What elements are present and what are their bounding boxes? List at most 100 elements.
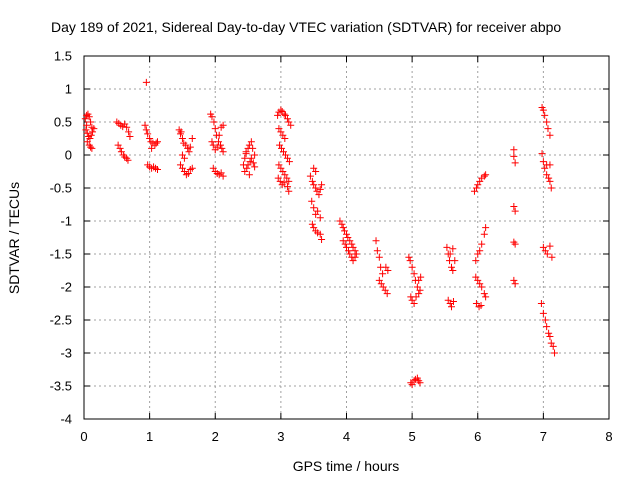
data-point xyxy=(476,247,484,255)
y-tick-label: -1 xyxy=(60,214,72,229)
data-point xyxy=(478,283,486,291)
data-point xyxy=(90,125,98,133)
data-point xyxy=(541,316,549,324)
data-point xyxy=(351,247,359,255)
axis-ticks xyxy=(83,55,610,420)
data-point xyxy=(352,250,360,258)
data-point xyxy=(344,247,352,255)
data-point xyxy=(312,184,320,192)
data-point xyxy=(178,135,186,142)
data-point xyxy=(449,267,457,274)
data-point xyxy=(511,207,519,215)
data-point xyxy=(412,293,420,301)
data-point xyxy=(510,276,518,284)
data-point xyxy=(541,111,549,119)
data-point xyxy=(184,169,192,177)
data-point xyxy=(249,144,257,152)
data-point xyxy=(316,230,324,238)
data-point xyxy=(511,159,519,167)
data-point xyxy=(539,106,547,114)
data-point xyxy=(318,181,326,189)
x-tick-label: 0 xyxy=(80,429,87,444)
data-point xyxy=(546,177,554,185)
data-point xyxy=(219,148,227,156)
data-point xyxy=(480,172,488,180)
data-point xyxy=(251,163,259,171)
data-point xyxy=(209,141,217,149)
data-point xyxy=(251,151,259,159)
y-tick-label: -2 xyxy=(60,280,72,295)
data-point xyxy=(379,270,387,278)
data-point xyxy=(406,257,414,265)
data-point xyxy=(186,143,194,151)
data-point xyxy=(177,128,185,136)
data-point xyxy=(538,150,546,158)
data-point xyxy=(539,158,547,166)
data-point xyxy=(543,118,551,126)
data-point xyxy=(446,250,454,258)
data-point xyxy=(146,135,154,142)
data-point xyxy=(511,240,519,248)
data-point xyxy=(544,125,552,133)
data-point xyxy=(351,253,359,261)
data-point xyxy=(443,243,451,251)
data-point xyxy=(219,172,227,180)
data-point xyxy=(280,110,288,118)
y-tick-label: 0.5 xyxy=(54,115,72,130)
data-point xyxy=(210,118,218,126)
data-point xyxy=(408,263,416,271)
data-point xyxy=(318,235,326,243)
data-point xyxy=(152,139,160,147)
data-point xyxy=(188,135,196,142)
data-point xyxy=(277,106,285,114)
y-tick-label: 0 xyxy=(65,148,72,163)
y-tick-label: 1.5 xyxy=(54,49,72,64)
data-point xyxy=(549,342,557,350)
data-point xyxy=(315,191,323,199)
y-tick-labels: 1.5 1 0.5 0 -0.5 -1 -1.5 -2 -2.5 -3 -3.5 -4 xyxy=(50,49,72,427)
data-point xyxy=(372,237,380,245)
data-point xyxy=(308,220,316,228)
data-point xyxy=(87,118,95,126)
data-point xyxy=(482,293,490,301)
data-point xyxy=(348,240,356,248)
x-tick-label: 6 xyxy=(474,429,481,444)
x-axis-label: GPS time / hours xyxy=(293,458,400,474)
data-point xyxy=(218,144,226,152)
y-tick-label: -3 xyxy=(60,346,72,361)
data-point xyxy=(545,329,553,337)
data-point xyxy=(373,247,381,255)
data-point xyxy=(114,141,122,149)
data-point xyxy=(510,152,518,160)
data-point xyxy=(144,130,152,138)
data-point xyxy=(89,128,97,136)
data-point xyxy=(316,185,324,193)
data-point xyxy=(280,179,288,187)
data-point xyxy=(188,164,196,172)
data-point xyxy=(287,121,295,129)
data-point xyxy=(543,323,551,331)
data-point xyxy=(142,78,150,86)
data-point xyxy=(208,138,216,146)
data-point xyxy=(154,138,161,146)
data-point xyxy=(247,138,255,146)
data-point xyxy=(243,164,251,172)
data-point xyxy=(482,171,490,179)
data-point xyxy=(480,230,488,238)
data-point xyxy=(308,177,316,185)
data-point xyxy=(448,303,455,311)
data-point xyxy=(310,204,318,212)
data-point xyxy=(478,240,486,248)
data-point xyxy=(417,273,425,281)
data-point xyxy=(384,267,392,274)
y-tick-label: -2.5 xyxy=(50,313,72,328)
x-tick-label: 2 xyxy=(212,429,219,444)
data-point xyxy=(405,253,413,261)
data-point xyxy=(142,126,150,134)
data-point xyxy=(449,245,457,253)
data-point xyxy=(124,156,132,164)
data-point xyxy=(87,143,95,151)
data-point xyxy=(449,298,457,306)
data-point xyxy=(87,131,95,139)
